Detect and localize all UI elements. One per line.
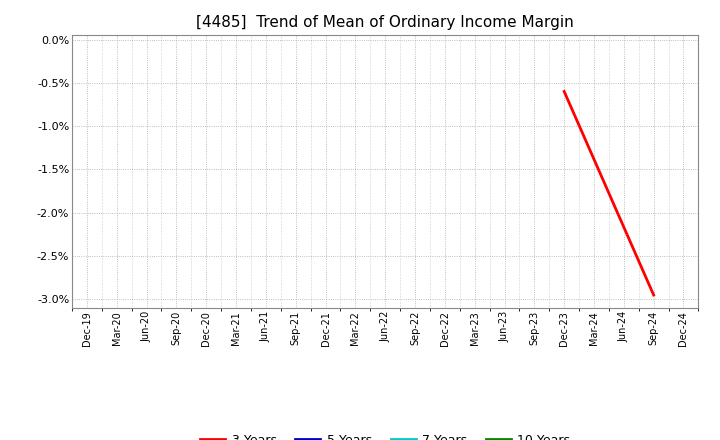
3 Years — [649, 292, 658, 297]
Title: [4485]  Trend of Mean of Ordinary Income Margin: [4485] Trend of Mean of Ordinary Income … — [197, 15, 574, 30]
3 Years — [560, 89, 569, 94]
Legend: 3 Years, 5 Years, 7 Years, 10 Years: 3 Years, 5 Years, 7 Years, 10 Years — [195, 429, 575, 440]
Line: 3 Years: 3 Years — [564, 92, 654, 295]
